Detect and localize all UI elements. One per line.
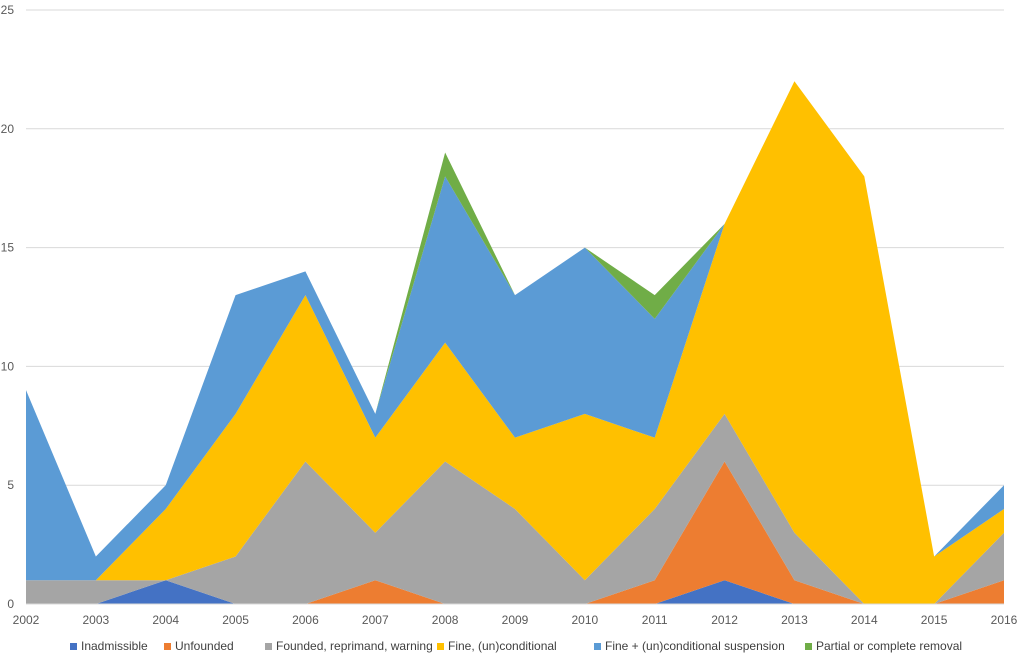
legend-swatch <box>594 643 601 650</box>
x-tick-label: 2008 <box>432 613 459 627</box>
legend: Inadmissible Unfounded Founded, reprimand,… <box>70 639 962 653</box>
x-tick-label: 2009 <box>502 613 529 627</box>
x-tick-label: 2003 <box>83 613 110 627</box>
legend-item: Inadmissible <box>70 639 148 653</box>
area-series <box>26 81 1004 604</box>
legend-swatch <box>265 643 272 650</box>
y-tick-label: 0 <box>7 597 14 611</box>
x-tick-label: 2014 <box>851 613 878 627</box>
x-tick-label: 2012 <box>711 613 738 627</box>
legend-item: Unfounded <box>164 639 234 653</box>
legend-label: Partial or complete removal <box>816 639 962 653</box>
x-tick-label: 2002 <box>13 613 40 627</box>
x-tick-label: 2016 <box>991 613 1018 627</box>
legend-item: Fine + (un)conditional suspension <box>594 639 785 653</box>
area-series-fine-un-conditional <box>26 81 1004 604</box>
x-tick-label: 2004 <box>152 613 179 627</box>
y-tick-label: 20 <box>1 122 15 136</box>
x-tick-label: 2006 <box>292 613 319 627</box>
y-tick-label: 15 <box>1 241 15 255</box>
legend-label: Fine, (un)conditional <box>448 639 557 653</box>
legend-item: Fine, (un)conditional <box>437 639 557 653</box>
x-tick-label: 2010 <box>572 613 599 627</box>
legend-swatch <box>164 643 171 650</box>
area-series-inadmissible <box>26 580 1004 604</box>
x-tick-label: 2007 <box>362 613 389 627</box>
y-tick-label: 10 <box>1 359 15 373</box>
x-tick-label: 2013 <box>781 613 808 627</box>
legend-item: Partial or complete removal <box>805 639 962 653</box>
area-series-unfounded <box>26 461 1004 604</box>
legend-item: Founded, reprimand, warning <box>265 639 433 653</box>
legend-label: Inadmissible <box>81 639 148 653</box>
x-axis-tick-labels: 2002 2003 2004 2005 2006 2007 2008 2009 2010 2011… <box>13 613 1018 627</box>
x-tick-label: 2015 <box>921 613 948 627</box>
legend-swatch <box>805 643 812 650</box>
legend-label: Fine + (un)conditional suspension <box>605 639 785 653</box>
legend-swatch <box>70 643 77 650</box>
y-axis-tick-labels: 0 5 10 15 20 25 <box>1 3 15 611</box>
area-series-fine-un-conditional-suspension <box>26 81 1004 581</box>
legend-swatch <box>437 643 444 650</box>
x-tick-label: 2005 <box>222 613 249 627</box>
y-tick-label: 5 <box>7 478 14 492</box>
legend-label: Unfounded <box>175 639 234 653</box>
x-tick-label: 2011 <box>642 613 668 627</box>
y-tick-label: 25 <box>1 3 15 17</box>
legend-label: Founded, reprimand, warning <box>276 639 433 653</box>
area-series-founded-reprimand-warning <box>26 413 1004 604</box>
